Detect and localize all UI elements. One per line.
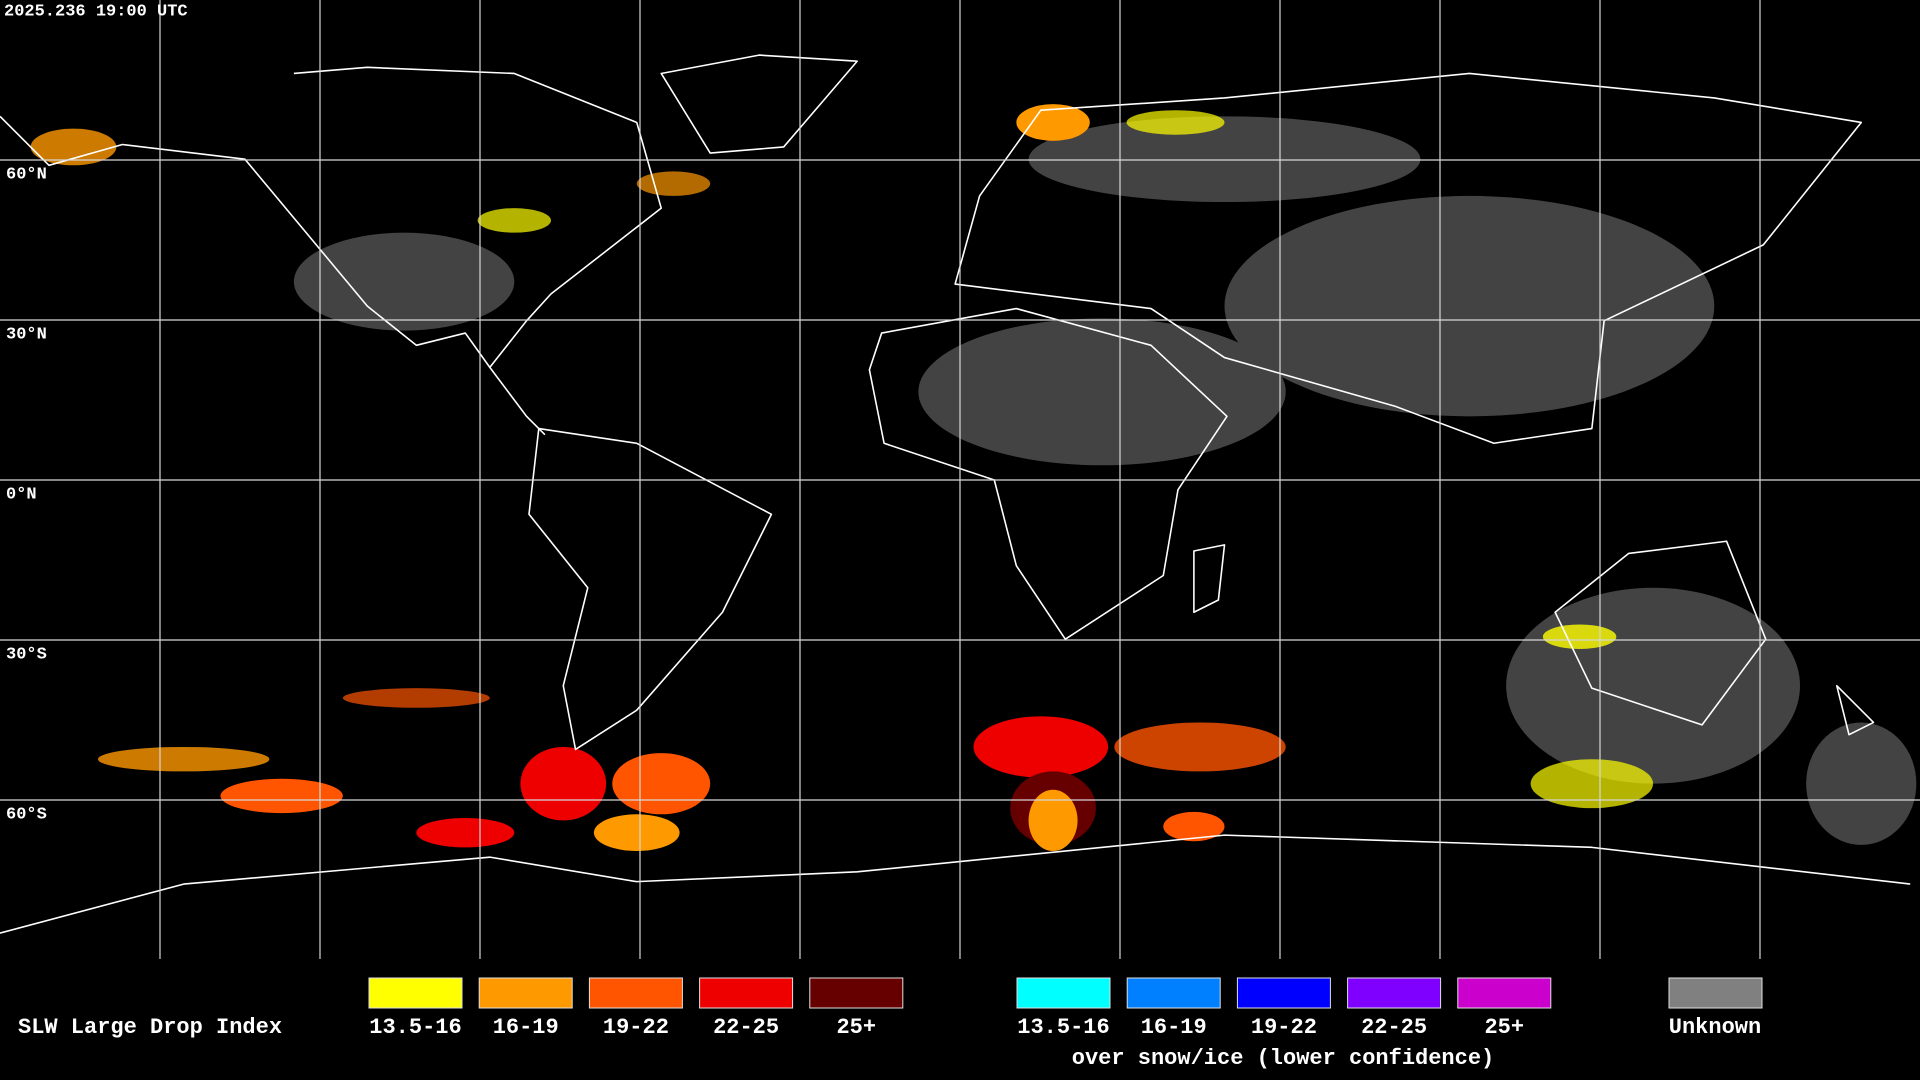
legend-label: 13.5-16 [1017,1015,1109,1040]
cloud-field [30,104,1917,852]
legend-title: SLW Large Drop Index [18,1015,282,1040]
legend-label: 25+ [1484,1015,1524,1040]
large-drop-areas [30,104,1654,852]
legend-caption: over snow/ice (lower confidence) [1072,1046,1494,1071]
legend-label: 19-22 [1251,1015,1317,1040]
legend-label: 16-19 [493,1015,559,1040]
legend-label: 16-19 [1141,1015,1207,1040]
unknown-areas [293,116,1917,845]
legend-swatch [699,977,794,1009]
timestamp: 2025.236 19:00 UTC [4,2,188,21]
legend-label: 13.5-16 [369,1015,461,1040]
legend-swatch [478,977,573,1009]
legend-label: 22-25 [1361,1015,1427,1040]
latitude-label: 0°N [6,485,37,504]
legend-swatch [1126,977,1221,1009]
legend-label: 22-25 [713,1015,779,1040]
legend-swatch [588,977,683,1009]
legend-swatch [368,977,463,1009]
coastlines [0,54,1911,934]
latitude-label: 60°N [6,165,47,184]
legend-swatch [1457,977,1552,1009]
legend-items: 13.5-16 16-19 19-22 22-25 25+ 13.5-16 16-19 19-… [368,977,1763,1040]
latitude-label: 30°S [6,645,47,664]
legend-swatch [809,977,904,1009]
legend-swatch [1236,977,1331,1009]
legend-label: 25+ [836,1015,876,1040]
legend-swatch [1668,977,1763,1009]
legend-swatch [1347,977,1442,1009]
legend-label: Unknown [1669,1015,1761,1040]
latitude-label: 30°N [6,325,47,344]
legend-label: 19-22 [603,1015,669,1040]
legend-swatch [1016,977,1111,1009]
graticule [0,0,1920,959]
latitude-labels: 60°N 30°N 0°N 30°S 60°S [6,165,47,824]
latitude-label: 60°S [6,805,47,824]
legend-panel [0,959,1920,1080]
